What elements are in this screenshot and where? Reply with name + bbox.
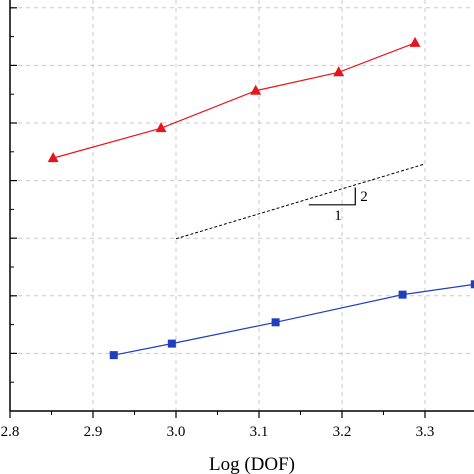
square-marker xyxy=(470,280,474,289)
x-tick-label: 3.0 xyxy=(167,424,186,440)
x-tick-label: 3.1 xyxy=(250,424,269,440)
slope-triangle xyxy=(308,187,356,206)
slope-run-label: 1 xyxy=(334,208,342,224)
triangle-marker xyxy=(47,152,59,163)
x-tick-labels: 2.8 2.9 3.0 3.1 3.2 3.3 xyxy=(1,424,435,440)
series-0 xyxy=(47,36,421,163)
reference-dashed-line xyxy=(175,163,426,240)
x-axis-label: Log (DOF) xyxy=(209,454,295,474)
x-tick-label: 3.2 xyxy=(333,424,352,440)
x-tick-label: 2.8 xyxy=(1,424,20,440)
grid-lines xyxy=(10,0,474,411)
triangle-marker xyxy=(155,122,167,133)
triangle-marker xyxy=(409,36,421,47)
series-1 xyxy=(109,280,474,360)
series-line xyxy=(113,283,474,356)
triangle-marker xyxy=(333,66,345,77)
triangle-marker xyxy=(250,84,262,95)
square-marker xyxy=(271,318,280,327)
x-tick-label: 3.3 xyxy=(416,424,435,440)
square-marker xyxy=(109,351,118,360)
data-series xyxy=(47,36,474,360)
slope-rise-label: 2 xyxy=(360,189,368,205)
square-marker xyxy=(167,339,176,348)
reference-slope-line: 12 xyxy=(175,163,426,240)
series-line xyxy=(52,42,416,159)
axes xyxy=(9,0,474,418)
square-marker xyxy=(398,290,407,299)
x-tick-label: 2.9 xyxy=(84,424,103,440)
